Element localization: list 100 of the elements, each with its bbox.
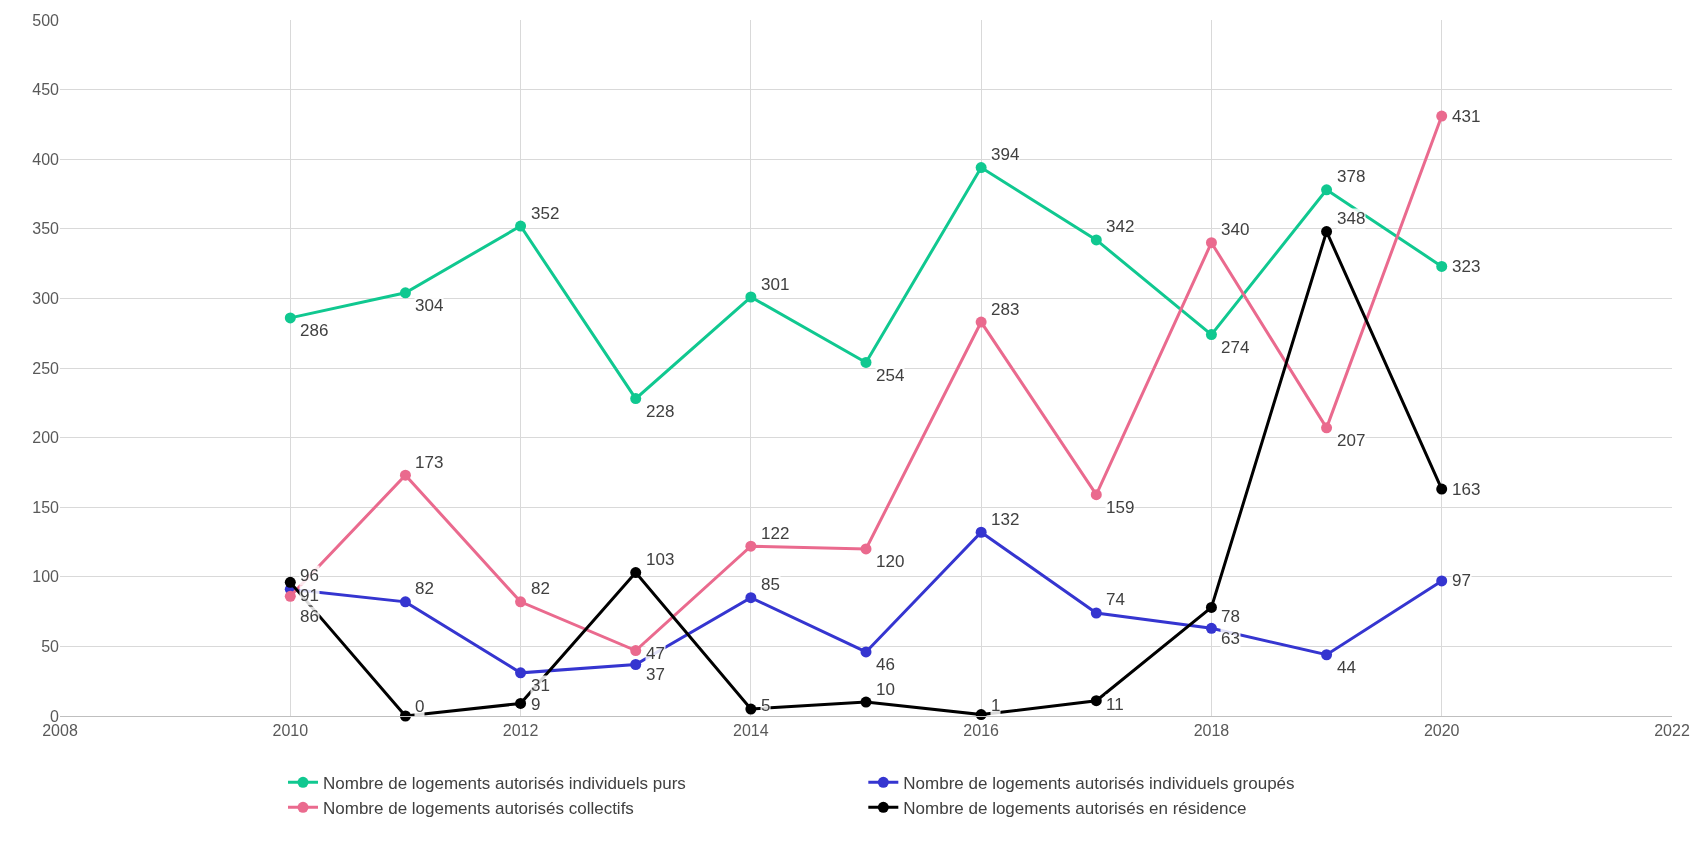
data-label: 173 [415,453,444,472]
data-label: 97 [1452,571,1471,590]
y-tick-label: 500 [32,11,60,29]
x-tick-label: 2020 [1423,722,1460,740]
y-tick-label: 150 [32,498,60,516]
data-label: 340 [1221,220,1250,239]
point [515,220,527,232]
data-label: 394 [991,145,1020,164]
data-label: 85 [761,575,780,594]
point [1436,483,1448,495]
data-label: 96 [300,566,319,585]
point [630,567,642,579]
data-label: 323 [1452,257,1481,276]
point [1436,110,1448,122]
point [1321,422,1333,434]
data-label: 103 [646,550,675,569]
point [745,592,757,604]
data-label: 1 [991,696,1001,715]
data-label: 431 [1452,107,1481,126]
y-tick-label: 200 [32,429,60,447]
data-label: 44 [1337,658,1356,677]
point [1090,234,1102,246]
point [515,596,527,608]
x-tick-label: 2012 [502,722,539,740]
legend-label: Nombre de logements autorisés individuels groupés [903,773,1295,793]
y-tick-label: 250 [32,359,60,377]
data-label: 122 [761,524,790,543]
point [975,316,987,328]
point [1205,237,1217,249]
data-label: 228 [646,402,675,421]
data-label: 78 [1221,607,1240,626]
point [284,312,296,324]
data-label: 348 [1337,209,1366,228]
point [1321,184,1333,196]
point [515,697,527,709]
legend-label: Nombre de logements autorisés individuels purs [323,773,686,793]
x-tick-label: 2010 [272,722,309,740]
point [1205,601,1217,613]
data-label: 378 [1337,167,1366,186]
data-label: 301 [761,275,790,294]
data-label: 9 [531,695,541,714]
data-label: 304 [415,296,444,315]
data-label: 207 [1337,431,1366,450]
point [1090,695,1102,707]
point [1090,489,1102,501]
point [1436,260,1448,272]
data-label: 37 [646,665,665,684]
point [1436,575,1448,587]
legend-label: Nombre de logements autorisés en résidence [903,799,1247,818]
point [630,393,642,405]
x-tick-label: 2014 [733,722,769,740]
data-label: 274 [1221,338,1250,357]
data-label: 132 [991,510,1020,529]
point [975,526,987,538]
data-label: 283 [991,300,1020,319]
data-label: 11 [1106,695,1124,714]
point [515,667,527,679]
y-tick-label: 100 [32,568,60,586]
point [860,646,872,658]
point [284,576,296,588]
data-label: 159 [1106,498,1135,517]
data-label: 82 [415,579,434,598]
data-label: 163 [1452,480,1481,499]
y-tick-label: 450 [32,81,60,99]
data-label: 74 [1106,590,1125,609]
data-label: 31 [531,676,550,695]
point [745,540,757,552]
data-label: 5 [761,696,771,715]
point [284,590,296,602]
legend-label: Nombre de logements autorisés collectifs [323,799,634,818]
point [399,469,411,481]
x-tick-label: 2008 [42,722,78,740]
data-label: 352 [531,204,560,223]
point [745,703,757,715]
x-tick-label: 2016 [963,722,1000,740]
y-tick-label: 300 [32,290,60,307]
data-label: 10 [876,680,895,699]
data-label: 47 [646,644,665,663]
data-label: 91 [300,586,319,605]
data-label: 82 [531,579,550,598]
data-label: 0 [415,697,425,716]
point [1205,622,1217,634]
point [630,659,642,670]
data-label: 342 [1106,217,1135,236]
point [975,162,987,174]
point [630,645,642,657]
point [745,291,757,303]
point [1090,607,1102,619]
point [860,543,872,555]
point [399,596,411,608]
data-label: 286 [300,321,329,340]
data-label: 46 [876,655,895,674]
point [1205,329,1217,341]
y-tick-label: 50 [41,638,60,655]
data-label: 86 [300,607,319,626]
x-tick-label: 2018 [1193,722,1230,740]
point [860,356,872,368]
data-label: 254 [876,366,905,385]
y-tick-label: 0 [50,707,60,725]
point [860,696,872,708]
